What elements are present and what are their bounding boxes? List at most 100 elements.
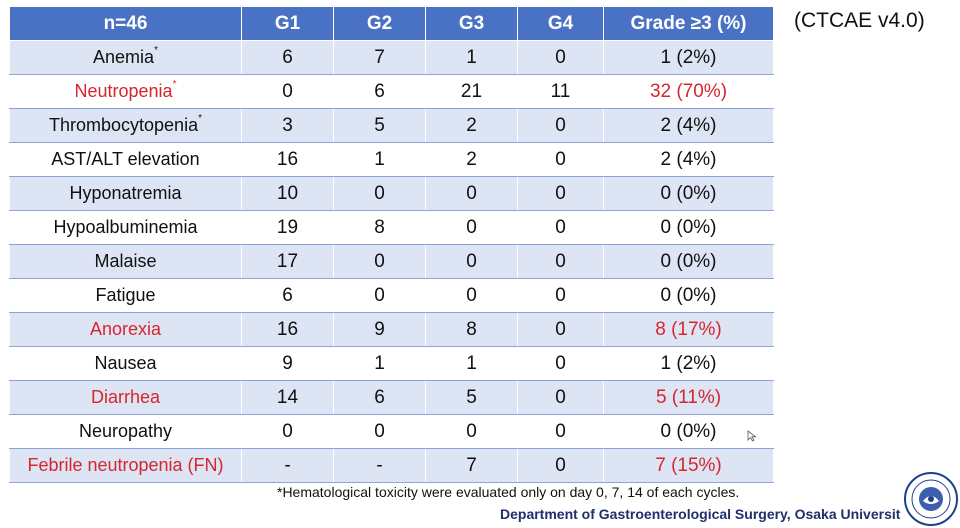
cell-g3: 21	[425, 74, 518, 109]
cell-g2: -	[333, 448, 426, 483]
table-row: Thrombocytopenia* 3 5 2 0 2 (4%)	[9, 108, 774, 143]
cell-g1: 10	[241, 176, 334, 211]
header-g2: G2	[333, 6, 426, 41]
row-label: Neutropenia*	[9, 74, 242, 109]
cell-g3: 8	[425, 312, 518, 347]
row-label: Malaise	[9, 244, 242, 279]
cell-grade3: 2 (4%)	[603, 108, 774, 143]
cell-g3: 5	[425, 380, 518, 415]
cell-g1: 6	[241, 278, 334, 313]
row-label-text: Hyponatremia	[69, 183, 182, 203]
adverse-events-table: n=46 G1 G2 G3 G4 Grade ≥3 (%) Anemia* 6 7 1…	[9, 6, 774, 483]
table-row: Nausea 9 1 1 0 1 (2%)	[9, 346, 774, 381]
cell-g1: -	[241, 448, 334, 483]
cell-grade3: 0 (0%)	[603, 176, 774, 211]
table-body: Anemia* 6 7 1 0 1 (2%) Neutropenia* 0 6 21 11 32 (7…	[9, 40, 774, 483]
table-row: Anorexia 16 9 8 0 8 (17%)	[9, 312, 774, 347]
row-label: Neuropathy	[9, 414, 242, 449]
row-label-text: Neutropenia	[74, 81, 173, 101]
cell-g4: 0	[517, 210, 604, 245]
ctcae-version: (CTCAE v4.0)	[794, 9, 925, 32]
row-label: Anemia*	[9, 40, 242, 75]
row-label-text: Anorexia	[89, 319, 162, 339]
cell-grade3: 5 (11%)	[603, 380, 774, 415]
cell-g2: 0	[333, 414, 426, 449]
table-row: Neuropathy 0 0 0 0 0 (0%)	[9, 414, 774, 449]
university-seal-icon	[904, 472, 958, 526]
cell-grade3: 8 (17%)	[603, 312, 774, 347]
cell-grade3: 32 (70%)	[603, 74, 774, 109]
cell-g1: 3	[241, 108, 334, 143]
cell-g3: 2	[425, 108, 518, 143]
cell-g1: 0	[241, 414, 334, 449]
cell-g1: 0	[241, 74, 334, 109]
cell-g3: 2	[425, 142, 518, 177]
header-cohort: n=46	[9, 6, 242, 41]
table-row: Neutropenia* 0 6 21 11 32 (70%)	[9, 74, 774, 109]
header-grade3: Grade ≥3 (%)	[603, 6, 774, 41]
cell-g4: 0	[517, 448, 604, 483]
cell-g3: 0	[425, 244, 518, 279]
row-label-text: Malaise	[94, 251, 157, 271]
cell-g4: 0	[517, 278, 604, 313]
row-label-text: Neuropathy	[78, 421, 173, 441]
cell-g4: 0	[517, 142, 604, 177]
cell-g1: 19	[241, 210, 334, 245]
cell-g4: 0	[517, 176, 604, 211]
cell-g1: 14	[241, 380, 334, 415]
header-g4: G4	[517, 6, 604, 41]
cell-g2: 0	[333, 244, 426, 279]
cell-grade3: 0 (0%)	[603, 244, 774, 279]
table-row: Diarrhea 14 6 5 0 5 (11%)	[9, 380, 774, 415]
row-label: Hyponatremia	[9, 176, 242, 211]
cell-g4: 0	[517, 380, 604, 415]
cell-g2: 6	[333, 74, 426, 109]
cell-grade3: 0 (0%)	[603, 414, 774, 449]
row-label-text: Thrombocytopenia	[49, 115, 199, 135]
cell-grade3: 2 (4%)	[603, 142, 774, 177]
cell-g2: 1	[333, 142, 426, 177]
table-row: Anemia* 6 7 1 0 1 (2%)	[9, 40, 774, 75]
cell-g2: 0	[333, 278, 426, 313]
cell-g3: 0	[425, 414, 518, 449]
cell-g2: 0	[333, 176, 426, 211]
footnote-marker: *	[198, 113, 202, 124]
cell-g3: 0	[425, 210, 518, 245]
row-label: Anorexia	[9, 312, 242, 347]
cell-grade3: 0 (0%)	[603, 278, 774, 313]
row-label: Fatigue	[9, 278, 242, 313]
footnote-marker: *	[154, 45, 158, 56]
cell-g4: 0	[517, 40, 604, 75]
cell-g1: 16	[241, 142, 334, 177]
row-label-text: Febrile neutropenia (FN)	[27, 455, 224, 475]
cell-g4: 0	[517, 414, 604, 449]
cell-grade3: 1 (2%)	[603, 40, 774, 75]
table-row: AST/ALT elevation 16 1 2 0 2 (4%)	[9, 142, 774, 177]
cell-g4: 0	[517, 244, 604, 279]
cell-g2: 7	[333, 40, 426, 75]
cell-g3: 1	[425, 40, 518, 75]
cell-grade3: 7 (15%)	[603, 448, 774, 483]
cell-g1: 6	[241, 40, 334, 75]
row-label-text: Nausea	[94, 353, 157, 373]
row-label: Nausea	[9, 346, 242, 381]
row-label-text: Hypoalbuminemia	[53, 217, 198, 237]
row-label: Thrombocytopenia*	[9, 108, 242, 143]
footnote-marker: *	[172, 79, 177, 90]
cell-g3: 7	[425, 448, 518, 483]
row-label: AST/ALT elevation	[9, 142, 242, 177]
cell-g1: 9	[241, 346, 334, 381]
header-g3: G3	[425, 6, 518, 41]
cell-g4: 11	[517, 74, 604, 109]
table-row: Febrile neutropenia (FN) - -7 0 7 (15%)	[9, 448, 774, 483]
cell-g2: 6	[333, 380, 426, 415]
footnote: *Hematological toxicity were evaluated o…	[277, 484, 740, 500]
cell-g4: 0	[517, 346, 604, 381]
cell-g4: 0	[517, 108, 604, 143]
mouse-cursor-icon	[747, 430, 757, 442]
table-header-row: n=46 G1 G2 G3 G4 Grade ≥3 (%)	[9, 6, 774, 41]
cell-g3: 0	[425, 278, 518, 313]
cell-g2: 5	[333, 108, 426, 143]
cell-g2: 9	[333, 312, 426, 347]
